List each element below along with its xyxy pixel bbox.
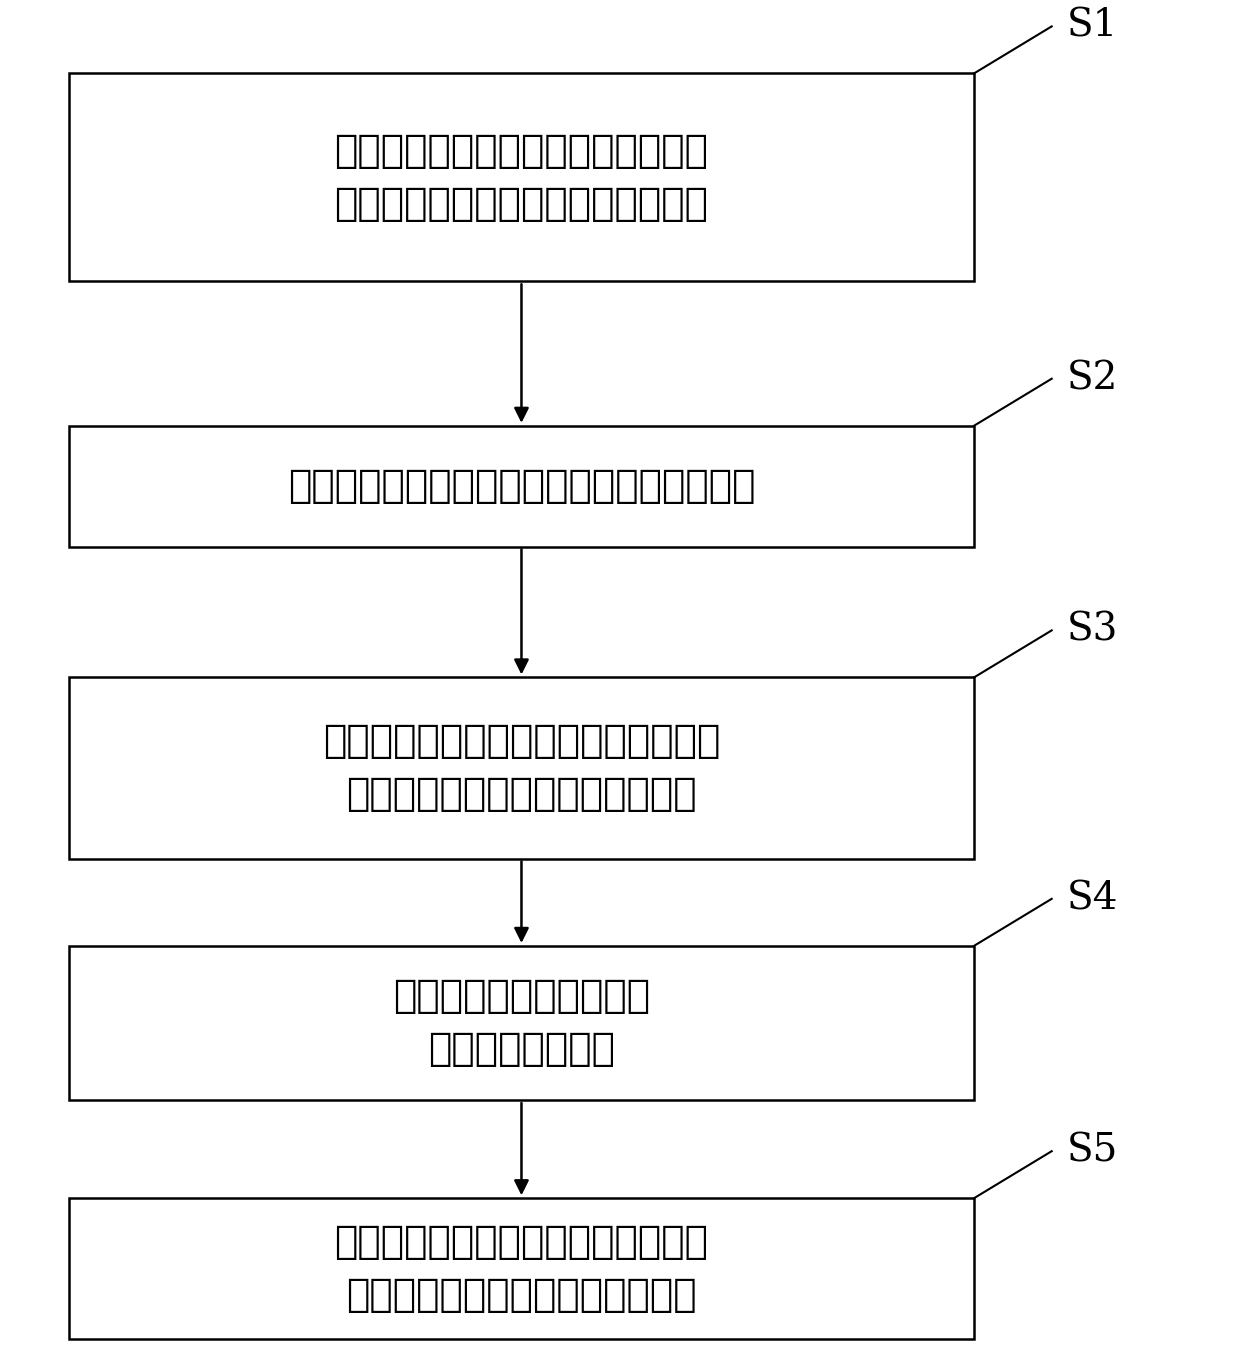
FancyBboxPatch shape <box>69 946 975 1100</box>
Text: S3: S3 <box>1066 612 1117 650</box>
Text: 识别并确定第一点云集和
第二点云集的种类: 识别并确定第一点云集和 第二点云集的种类 <box>393 978 650 1069</box>
Text: S1: S1 <box>1066 8 1117 45</box>
FancyBboxPatch shape <box>69 426 975 546</box>
FancyBboxPatch shape <box>69 678 975 858</box>
Text: 计算各扫描点与对应断面竖直方向所呈的夹角: 计算各扫描点与对应断面竖直方向所呈的夹角 <box>288 466 755 504</box>
Text: 通过三维激光扫描装置获取大直径盾
构隧道每一通道的各断面的点云数据: 通过三维激光扫描装置获取大直径盾 构隧道每一通道的各断面的点云数据 <box>335 132 708 222</box>
Text: S5: S5 <box>1066 1132 1117 1170</box>
Text: 根据中误差，判断当前断面位于大直
径盾构隧道的中隔墙的左侧或右侧: 根据中误差，判断当前断面位于大直 径盾构隧道的中隔墙的左侧或右侧 <box>335 1223 708 1314</box>
FancyBboxPatch shape <box>69 73 975 282</box>
FancyBboxPatch shape <box>69 1199 975 1340</box>
Text: S4: S4 <box>1066 880 1118 918</box>
Text: 根据夹角自点云数据中提取获得不同种
类的一第一点云集和一第二点云集: 根据夹角自点云数据中提取获得不同种 类的一第一点云集和一第二点云集 <box>322 723 720 814</box>
Text: S2: S2 <box>1066 361 1117 397</box>
